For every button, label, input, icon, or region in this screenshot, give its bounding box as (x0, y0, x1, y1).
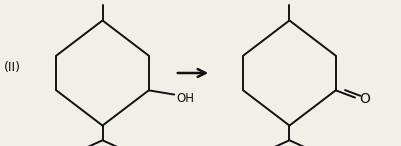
Text: (II): (II) (4, 61, 21, 74)
Text: OH: OH (176, 92, 194, 105)
Text: O: O (358, 92, 369, 106)
